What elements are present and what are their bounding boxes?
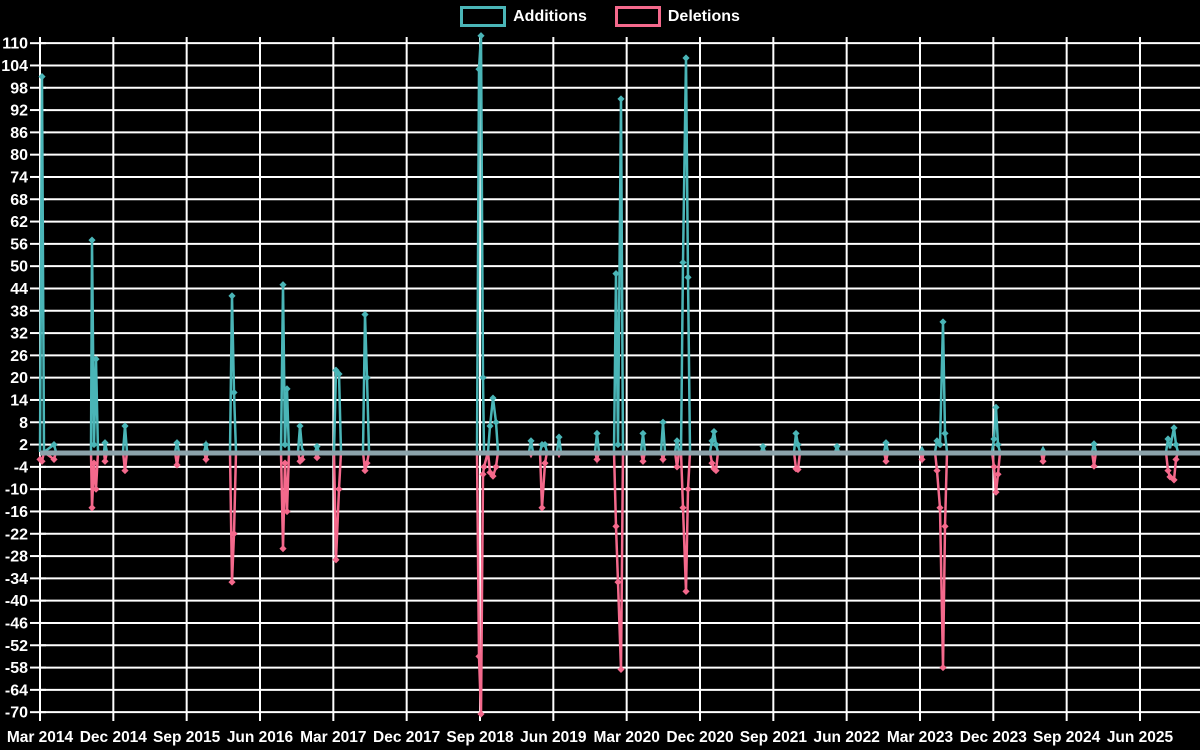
svg-text:14: 14 [10, 392, 28, 409]
svg-text:-4: -4 [14, 459, 28, 476]
legend-item-deletions[interactable]: Deletions [614, 6, 740, 27]
svg-text:-70: -70 [5, 705, 28, 722]
svg-text:92: 92 [10, 103, 28, 120]
svg-text:44: 44 [10, 281, 28, 298]
svg-text:110: 110 [2, 36, 28, 53]
svg-text:Sep 2018: Sep 2018 [446, 729, 514, 746]
svg-text:104: 104 [1, 58, 28, 75]
svg-text:-46: -46 [5, 615, 28, 632]
svg-text:Dec 2023: Dec 2023 [960, 729, 1028, 746]
svg-text:Mar 2014: Mar 2014 [7, 729, 74, 746]
svg-text:Sep 2024: Sep 2024 [1033, 729, 1101, 746]
x-tick-labels: Mar 2014 Dec 2014 Sep 2015 Jun 2016 Mar 2017… [7, 729, 1174, 746]
svg-text:-64: -64 [5, 682, 28, 699]
svg-text:Mar 2020: Mar 2020 [593, 729, 659, 746]
svg-text:-40: -40 [5, 593, 28, 610]
deletions-markers [36, 453, 1180, 718]
svg-text:-34: -34 [5, 571, 28, 588]
deletions-swatch-icon [614, 6, 661, 27]
svg-text:Mar 2023: Mar 2023 [887, 729, 954, 746]
svg-text:Sep 2015: Sep 2015 [153, 729, 221, 746]
additions-markers [38, 32, 1180, 451]
svg-text:98: 98 [10, 80, 28, 97]
svg-text:62: 62 [10, 214, 28, 231]
svg-text:Dec 2020: Dec 2020 [666, 729, 733, 746]
svg-text:38: 38 [10, 303, 28, 320]
svg-text:74: 74 [10, 169, 28, 186]
svg-text:Jun 2025: Jun 2025 [1107, 729, 1174, 746]
svg-text:68: 68 [10, 192, 28, 209]
svg-text:Mar 2017: Mar 2017 [300, 729, 366, 746]
svg-text:50: 50 [10, 259, 28, 276]
svg-text:86: 86 [10, 125, 28, 142]
svg-text:2: 2 [19, 437, 28, 454]
svg-text:-16: -16 [5, 504, 28, 521]
svg-text:80: 80 [10, 147, 28, 164]
svg-text:Jun 2019: Jun 2019 [520, 729, 587, 746]
svg-text:-28: -28 [5, 549, 28, 566]
svg-text:-22: -22 [5, 526, 28, 543]
svg-text:8: 8 [19, 415, 28, 432]
svg-text:26: 26 [10, 348, 28, 365]
svg-text:-52: -52 [5, 638, 28, 655]
svg-text:Jun 2016: Jun 2016 [227, 729, 294, 746]
additions-swatch-icon [460, 6, 507, 27]
chart-legend: Additions Deletions [0, 6, 1200, 27]
legend-label-deletions: Deletions [667, 7, 740, 25]
svg-text:Jun 2022: Jun 2022 [813, 729, 879, 746]
svg-text:Dec 2017: Dec 2017 [373, 729, 440, 746]
x-ticks [39, 713, 1141, 721]
svg-text:-58: -58 [5, 660, 28, 677]
svg-text:Dec 2014: Dec 2014 [80, 729, 148, 746]
x-gridlines [39, 37, 1141, 713]
svg-text:Sep 2021: Sep 2021 [740, 729, 808, 746]
svg-text:32: 32 [10, 326, 28, 343]
svg-text:20: 20 [10, 370, 28, 387]
legend-label-additions: Additions [513, 7, 587, 25]
y-tick-labels: 110 104 98 92 86 80 74 68 62 56 50 44 38 32 26 20 14 8 2 -4… [1, 36, 28, 722]
svg-text:-10: -10 [5, 482, 28, 499]
legend-item-additions[interactable]: Additions [460, 6, 587, 27]
svg-text:56: 56 [10, 236, 28, 253]
